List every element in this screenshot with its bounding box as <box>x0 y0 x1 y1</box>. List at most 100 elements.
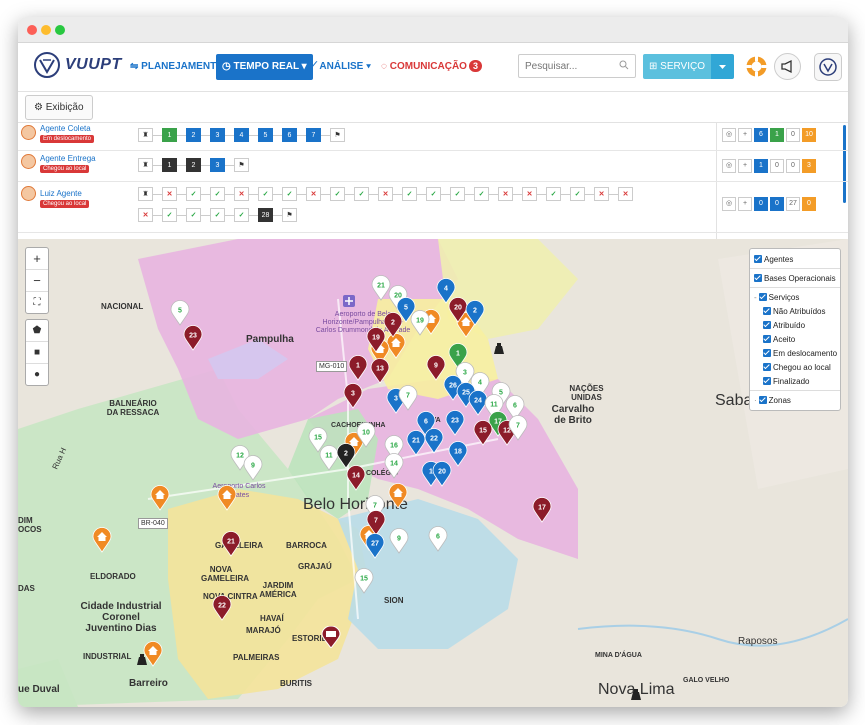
service-pin[interactable]: 1 <box>448 343 468 369</box>
service-pin[interactable]: 7 <box>508 415 528 441</box>
layer-em-deslocamento[interactable]: Em deslocamento <box>750 346 840 360</box>
help-button[interactable] <box>743 53 770 80</box>
layer-nao-atribuidos[interactable]: Não Atribuídos <box>750 304 840 318</box>
step-completed-check-icon[interactable]: ✓ <box>402 187 417 201</box>
agent-name[interactable]: Agente Coleta <box>40 124 91 133</box>
service-pin[interactable]: 19 <box>410 310 430 336</box>
agent-row[interactable]: Agente Entrega Chegou ao local ♜ 1 2 3 ⚑ ◎ +… <box>18 151 848 182</box>
operational-base-pin[interactable] <box>388 483 408 509</box>
draw-rectangle-button[interactable]: ■ <box>26 342 48 364</box>
step-failed-x-icon[interactable]: ✕ <box>378 187 393 201</box>
step-completed-check-icon[interactable]: ✓ <box>282 187 297 201</box>
service-pin[interactable]: 27 <box>365 533 385 559</box>
service-pin[interactable]: 2 <box>465 300 485 326</box>
service-pin[interactable]: 9 <box>389 528 409 554</box>
layer-servicos[interactable]: - Serviços <box>750 290 840 304</box>
layer-zonas[interactable]: · Zonas <box>750 393 840 407</box>
service-pin[interactable]: 10 <box>356 422 376 448</box>
layer-finalizado[interactable]: Finalizado <box>750 374 840 388</box>
step-failed-x-icon[interactable]: ✕ <box>594 187 609 201</box>
step-failed-x-icon[interactable]: ✕ <box>306 187 321 201</box>
service-pin[interactable]: 13 <box>370 358 390 384</box>
agent-icon[interactable] <box>629 688 643 702</box>
service-pin[interactable]: 11 <box>484 394 504 420</box>
step-completed-check-icon[interactable]: ✓ <box>450 187 465 201</box>
route-step[interactable]: 2 <box>186 158 201 172</box>
agent-name[interactable]: Luiz Agente <box>40 189 82 198</box>
layer-agentes[interactable]: Agentes <box>750 252 840 266</box>
operational-base-pin[interactable] <box>143 641 163 667</box>
service-pin[interactable]: 6 <box>428 526 448 552</box>
announcements-button[interactable] <box>774 53 801 80</box>
route-step[interactable]: 1 <box>162 128 177 142</box>
service-pin[interactable]: 3 <box>343 383 363 409</box>
agent-icon[interactable] <box>135 653 149 667</box>
draw-circle-button[interactable]: ● <box>33 369 41 380</box>
agent-name[interactable]: Agente Entrega <box>40 154 96 163</box>
search-input[interactable] <box>518 54 636 78</box>
service-pin[interactable]: 22 <box>212 595 232 621</box>
step-completed-check-icon[interactable]: ✓ <box>234 208 249 222</box>
service-pin[interactable]: 2 <box>383 312 403 338</box>
step-failed-x-icon[interactable]: ✕ <box>522 187 537 201</box>
service-pin[interactable]: 11 <box>319 445 339 471</box>
service-pin[interactable]: 20 <box>448 297 468 323</box>
servico-button[interactable]: ⊞ SERVIÇO <box>643 54 711 79</box>
service-pin[interactable]: 18 <box>448 441 468 467</box>
nav-tempo-real[interactable]: ◷ TEMPO REAL ▾ <box>216 54 313 80</box>
step-completed-check-icon[interactable]: ✓ <box>186 208 201 222</box>
service-pin[interactable]: 9 <box>243 455 263 481</box>
step-completed-check-icon[interactable]: ✓ <box>258 187 273 201</box>
step-failed-x-icon[interactable]: ✕ <box>162 187 177 201</box>
service-pin[interactable]: 15 <box>308 427 328 453</box>
step-completed-check-icon[interactable]: ✓ <box>474 187 489 201</box>
route-step[interactable]: 3 <box>210 128 225 142</box>
service-pin[interactable]: 16 <box>384 435 404 461</box>
route-step[interactable]: 4 <box>234 128 249 142</box>
location-pin-icon[interactable]: ◎ <box>722 128 736 142</box>
draw-polygon-button[interactable]: ⬟ <box>26 320 48 342</box>
operational-base-pin[interactable] <box>150 485 170 511</box>
step-failed-x-icon[interactable]: ✕ <box>138 208 153 222</box>
service-pin[interactable]: 21 <box>371 275 391 301</box>
layer-atribuido[interactable]: Atribuído <box>750 318 840 332</box>
service-pin[interactable]: 21 <box>406 430 426 456</box>
agents-scrollbar[interactable] <box>843 125 846 203</box>
vuupt-logo[interactable]: VUUPT <box>33 51 122 79</box>
service-pin[interactable]: 6 <box>416 411 436 437</box>
map-view[interactable]: + − ⛶ ⬟ ■ ● NACIONAL Pampulha Aeroporto … <box>18 239 848 707</box>
agent-row[interactable]: Agente Coleta Em deslocamento ♜ 1 2 3 4 5 6 7 ⚑ … <box>18 123 848 151</box>
location-pin-icon[interactable]: ◎ <box>722 197 736 211</box>
exibicao-button[interactable]: ⚙ Exibição <box>25 95 93 120</box>
service-pin[interactable]: 15 <box>473 420 493 446</box>
location-pin-icon[interactable]: ◎ <box>722 159 736 173</box>
operational-base-pin[interactable] <box>92 527 112 553</box>
zoom-out-button[interactable]: − <box>26 270 48 292</box>
layer-aceito[interactable]: Aceito <box>750 332 840 346</box>
nav-analise[interactable]: ⟋ ANÁLISE ▾ <box>310 54 371 80</box>
service-pin[interactable]: 2 <box>336 443 356 469</box>
profile-button[interactable] <box>814 53 842 81</box>
zoom-in-button[interactable]: + <box>26 248 48 270</box>
step-completed-check-icon[interactable]: ✓ <box>426 187 441 201</box>
operational-base-pin[interactable] <box>217 485 237 511</box>
service-pin[interactable]: 22 <box>424 428 444 454</box>
step-completed-check-icon[interactable]: ✓ <box>354 187 369 201</box>
step-completed-check-icon[interactable]: ✓ <box>330 187 345 201</box>
step-failed-x-icon[interactable]: ✕ <box>498 187 513 201</box>
route-step[interactable]: 5 <box>258 128 273 142</box>
layer-chegou[interactable]: Chegou ao local <box>750 360 840 374</box>
service-pin[interactable]: 14 <box>384 453 404 479</box>
plus-icon[interactable]: + <box>738 197 752 211</box>
service-pin[interactable]: 15 <box>354 568 374 594</box>
route-step[interactable]: 28 <box>258 208 273 222</box>
service-pin[interactable]: 5 <box>170 300 190 326</box>
plus-icon[interactable]: + <box>738 159 752 173</box>
service-pin[interactable]: 21 <box>221 531 241 557</box>
close-window-button[interactable] <box>27 25 37 35</box>
route-step[interactable]: 6 <box>282 128 297 142</box>
step-completed-check-icon[interactable]: ✓ <box>162 208 177 222</box>
step-completed-check-icon[interactable]: ✓ <box>210 187 225 201</box>
step-completed-check-icon[interactable]: ✓ <box>546 187 561 201</box>
minimize-window-button[interactable] <box>41 25 51 35</box>
